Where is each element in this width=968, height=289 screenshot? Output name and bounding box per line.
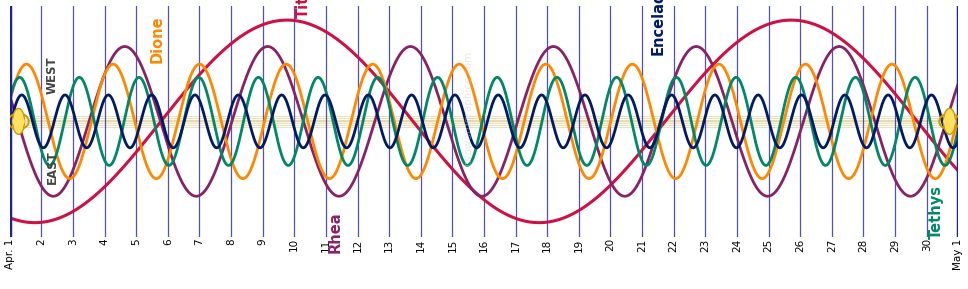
Ellipse shape: [13, 117, 25, 126]
Text: WEST: WEST: [45, 56, 59, 94]
Text: Tethys: Tethys: [928, 185, 944, 239]
Text: Rhea: Rhea: [328, 212, 343, 253]
Ellipse shape: [13, 108, 24, 134]
Text: Dione: Dione: [149, 15, 165, 63]
Ellipse shape: [944, 108, 955, 134]
Text: EAST: EAST: [45, 151, 59, 184]
Ellipse shape: [943, 117, 955, 126]
Text: Enceladus: Enceladus: [650, 0, 665, 55]
Text: Titan: Titan: [296, 0, 312, 18]
Text: twowordgraphics.com: twowordgraphics.com: [464, 51, 473, 166]
